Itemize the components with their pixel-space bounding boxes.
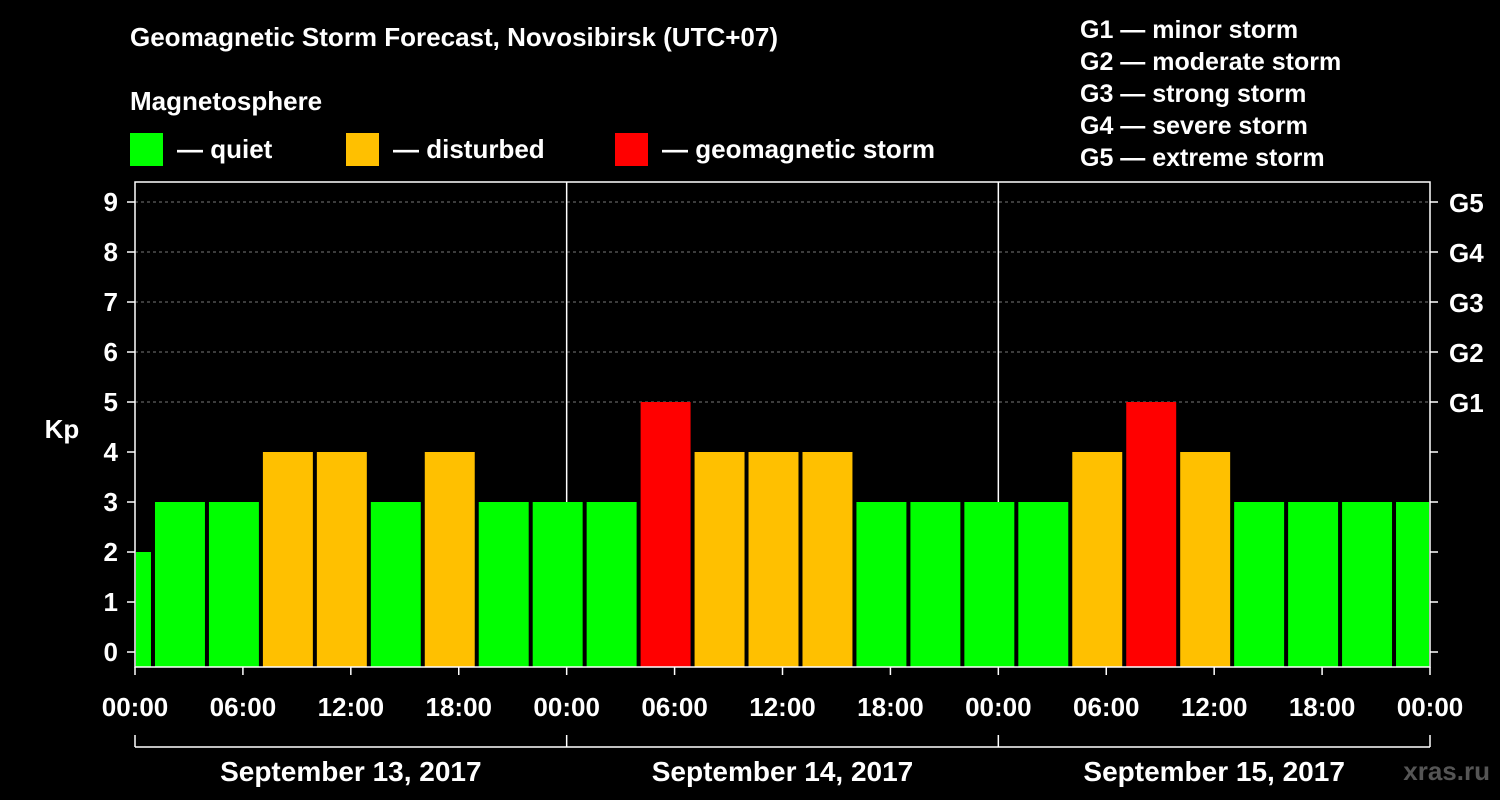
legend-swatch-storm: [615, 133, 648, 166]
kp-bar-23: [1342, 502, 1393, 667]
g-level-g3: G3 — strong storm: [1080, 80, 1307, 108]
x-tick-label: 12:00: [318, 692, 385, 722]
day-label: September 13, 2017: [220, 756, 482, 787]
kp-bar-21: [1234, 502, 1285, 667]
kp-bar-6: [424, 452, 475, 667]
y-tick-label: 0: [104, 637, 118, 667]
x-tick-label: 00:00: [102, 692, 169, 722]
day-label: September 14, 2017: [652, 756, 914, 787]
g-scale-label: G4: [1449, 238, 1484, 268]
kp-bar-8: [532, 502, 583, 667]
g-level-g1: G1 — minor storm: [1080, 16, 1299, 44]
legend-swatch-quiet: [130, 133, 163, 166]
y-tick-label: 6: [104, 337, 118, 367]
kp-bar-12: [748, 452, 799, 667]
y-tick-label: 4: [104, 437, 119, 467]
legend-item-storm: — geomagnetic storm: [615, 133, 935, 166]
kp-bar-9: [586, 502, 637, 667]
g-level-g4: G4 — severe storm: [1080, 112, 1308, 140]
x-tick-label: 18:00: [426, 692, 493, 722]
y-tick-label: 8: [104, 237, 118, 267]
kp-bar-18: [1072, 452, 1123, 667]
kp-bar-24: [1396, 502, 1429, 667]
kp-bar-10: [640, 402, 691, 667]
g-scale-label: G5: [1449, 188, 1484, 218]
g-scale-label: G2: [1449, 338, 1484, 368]
g-level-g2: G2 — moderate storm: [1080, 48, 1342, 76]
watermark: xras.ru: [1403, 756, 1490, 786]
kp-bar-13: [802, 452, 853, 667]
x-tick-label: 18:00: [857, 692, 924, 722]
x-tick-label: 12:00: [749, 692, 816, 722]
legend-swatch-disturbed: [346, 133, 379, 166]
kp-bar-15: [910, 502, 961, 667]
kp-bar-19: [1126, 402, 1177, 667]
legend-item-quiet: — quiet: [130, 133, 272, 166]
g-scale-label: G3: [1449, 288, 1484, 318]
x-tick-label: 00:00: [533, 692, 600, 722]
x-tick-label: 06:00: [210, 692, 277, 722]
y-tick-label: 3: [104, 487, 118, 517]
y-tick-label: 9: [104, 187, 118, 217]
x-tick-label: 00:00: [965, 692, 1032, 722]
x-tick-label: 06:00: [1073, 692, 1140, 722]
x-tick-label: 06:00: [641, 692, 708, 722]
kp-bar-4: [316, 452, 367, 667]
x-tick-label: 00:00: [1397, 692, 1464, 722]
legend-label-disturbed: — disturbed: [393, 134, 545, 164]
kp-bar-0: [136, 552, 151, 667]
kp-bar-20: [1180, 452, 1231, 667]
kp-bar-2: [208, 502, 259, 667]
y-axis-label: Kp: [45, 414, 80, 444]
kp-bar-17: [1018, 502, 1069, 667]
g-level-legend: G1 — minor storm G2 — moderate storm G3 …: [1080, 14, 1341, 174]
x-tick-label: 18:00: [1289, 692, 1356, 722]
kp-bar-1: [154, 502, 205, 667]
kp-bar-7: [478, 502, 529, 667]
kp-bar-11: [694, 452, 745, 667]
y-tick-label: 5: [104, 387, 118, 417]
legend-label-quiet: — quiet: [177, 134, 273, 164]
kp-bar-16: [964, 502, 1015, 667]
kp-bar-14: [856, 502, 907, 667]
legend-item-disturbed: — disturbed: [346, 133, 545, 166]
kp-bar-3: [262, 452, 313, 667]
legend-label-storm: — geomagnetic storm: [662, 134, 936, 164]
y-tick-label: 2: [104, 537, 118, 567]
y-tick-label: 7: [104, 287, 118, 317]
legend-title: Magnetosphere: [130, 86, 323, 116]
kp-bar-22: [1288, 502, 1339, 667]
kp-bar-5: [370, 502, 421, 667]
g-level-g5: G5 — extreme storm: [1080, 144, 1325, 172]
day-label: September 15, 2017: [1083, 756, 1345, 787]
chart-title: Geomagnetic Storm Forecast, Novosibirsk …: [130, 22, 779, 52]
x-tick-label: 12:00: [1181, 692, 1248, 722]
g-scale-label: G1: [1449, 388, 1484, 418]
y-tick-label: 1: [104, 587, 118, 617]
